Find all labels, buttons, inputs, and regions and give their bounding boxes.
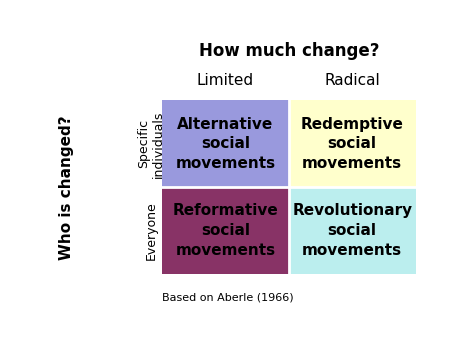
Text: Radical: Radical (324, 74, 380, 88)
Bar (289, 100, 416, 187)
Text: Redemptive
social
movements: Redemptive social movements (301, 117, 404, 171)
Text: Who is changed?: Who is changed? (59, 115, 74, 260)
Text: Reformative
social
movements: Reformative social movements (173, 203, 278, 258)
Bar (162, 187, 289, 274)
Text: Revolutionary
social
movements: Revolutionary social movements (292, 203, 412, 258)
Text: Alternative
social
movements: Alternative social movements (175, 117, 275, 171)
Text: Specific
individuals: Specific individuals (137, 110, 165, 178)
Text: How much change?: How much change? (199, 42, 379, 60)
Text: Limited: Limited (197, 74, 254, 88)
Bar (289, 187, 416, 274)
Text: Everyone: Everyone (145, 201, 157, 260)
Text: Based on Aberle (1966): Based on Aberle (1966) (162, 293, 294, 303)
Bar (162, 100, 289, 187)
